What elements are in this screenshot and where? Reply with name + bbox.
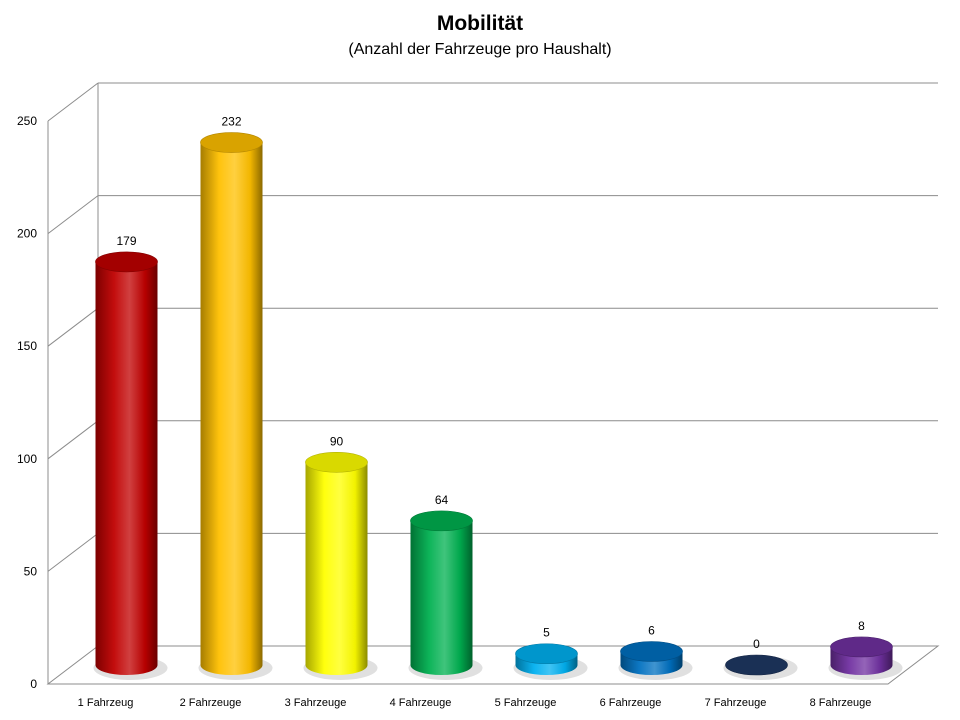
bar <box>618 641 693 680</box>
bar <box>198 132 273 680</box>
bar-top <box>410 510 473 532</box>
gridline-side <box>47 82 99 122</box>
x-category-label: 6 Fahrzeuge <box>600 697 662 709</box>
x-category-label: 7 Fahrzeuge <box>705 697 767 709</box>
bar-top <box>200 132 263 153</box>
bar-top <box>620 641 683 662</box>
data-label: 179 <box>116 234 136 248</box>
data-label: 6 <box>648 623 655 637</box>
data-label: 5 <box>543 626 550 640</box>
bar <box>828 636 903 680</box>
bar-top <box>305 452 368 473</box>
x-category-label: 1 Fahrzeug <box>78 697 134 709</box>
bar-top <box>725 654 788 676</box>
bar <box>723 654 798 680</box>
y-tick-label: 0 <box>30 677 37 691</box>
y-tick-label: 100 <box>17 452 37 466</box>
bar-top <box>515 643 578 665</box>
x-category-label: 4 Fahrzeuge <box>390 697 452 709</box>
y-tick-label: 50 <box>24 564 38 578</box>
chart-floor <box>46 645 940 685</box>
bar-body <box>95 261 158 675</box>
y-tick-label: 250 <box>17 114 37 128</box>
x-category-label: 2 Fahrzeuge <box>180 697 242 709</box>
gridline-side <box>47 307 99 347</box>
x-category-label: 8 Fahrzeuge <box>810 697 872 709</box>
x-category-label: 5 Fahrzeuge <box>495 697 557 709</box>
bar-body <box>200 142 263 675</box>
y-tick-label: 200 <box>17 227 37 241</box>
bar <box>408 510 483 680</box>
bar <box>513 643 588 680</box>
y-tick-label: 150 <box>17 339 37 353</box>
bar <box>303 452 378 680</box>
chart-subtitle: (Anzahl der Fahrzeuge pro Haushalt) <box>348 41 612 58</box>
data-label: 232 <box>221 115 241 129</box>
data-label: 8 <box>858 619 865 633</box>
data-label: 64 <box>435 493 449 507</box>
chart-title: Mobilität <box>436 12 524 35</box>
bar-top <box>95 251 158 273</box>
data-label: 0 <box>753 637 760 651</box>
bar-top <box>830 636 893 658</box>
gridline-side <box>47 195 99 234</box>
gridline-side <box>47 533 99 572</box>
gridline-side <box>47 420 99 460</box>
bar-body <box>410 520 473 675</box>
bar-body <box>305 462 368 675</box>
x-category-label: 3 Fahrzeuge <box>285 697 347 709</box>
bar <box>93 251 168 680</box>
data-label: 90 <box>330 434 344 448</box>
